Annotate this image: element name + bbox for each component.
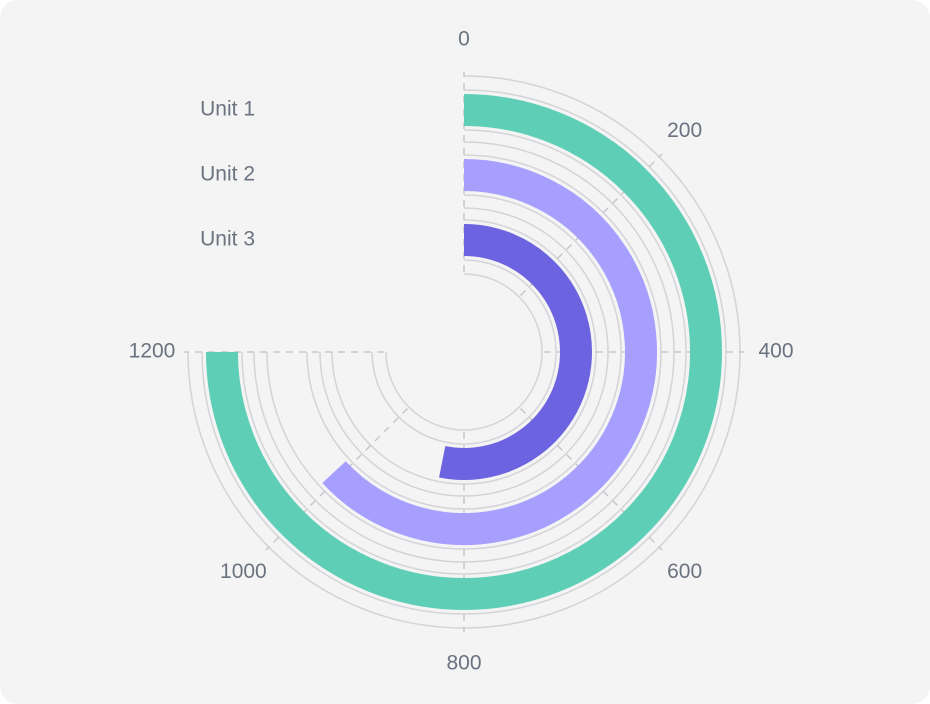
bar-track [306,194,622,510]
angle-tick-label: 400 [758,340,793,363]
category-label: Unit 1 [200,98,255,121]
angle-tick-label: 1200 [129,340,176,363]
bar-track [371,259,557,445]
radial-bar [322,159,657,545]
angle-tick-label: 200 [667,119,702,142]
bar-track [241,129,687,575]
radial-bar [439,224,592,480]
angle-tick-label: 1000 [220,560,267,583]
grid-circle [319,207,609,497]
category-label: Unit 2 [200,163,255,186]
angle-tick-label: 600 [667,560,702,583]
angle-tick-label: 800 [446,652,481,675]
radial-bar [206,94,722,610]
bar-track [331,219,597,485]
angle-tick-label: 0 [458,28,470,51]
category-label: Unit 3 [200,228,255,251]
grid-circle [385,273,543,431]
